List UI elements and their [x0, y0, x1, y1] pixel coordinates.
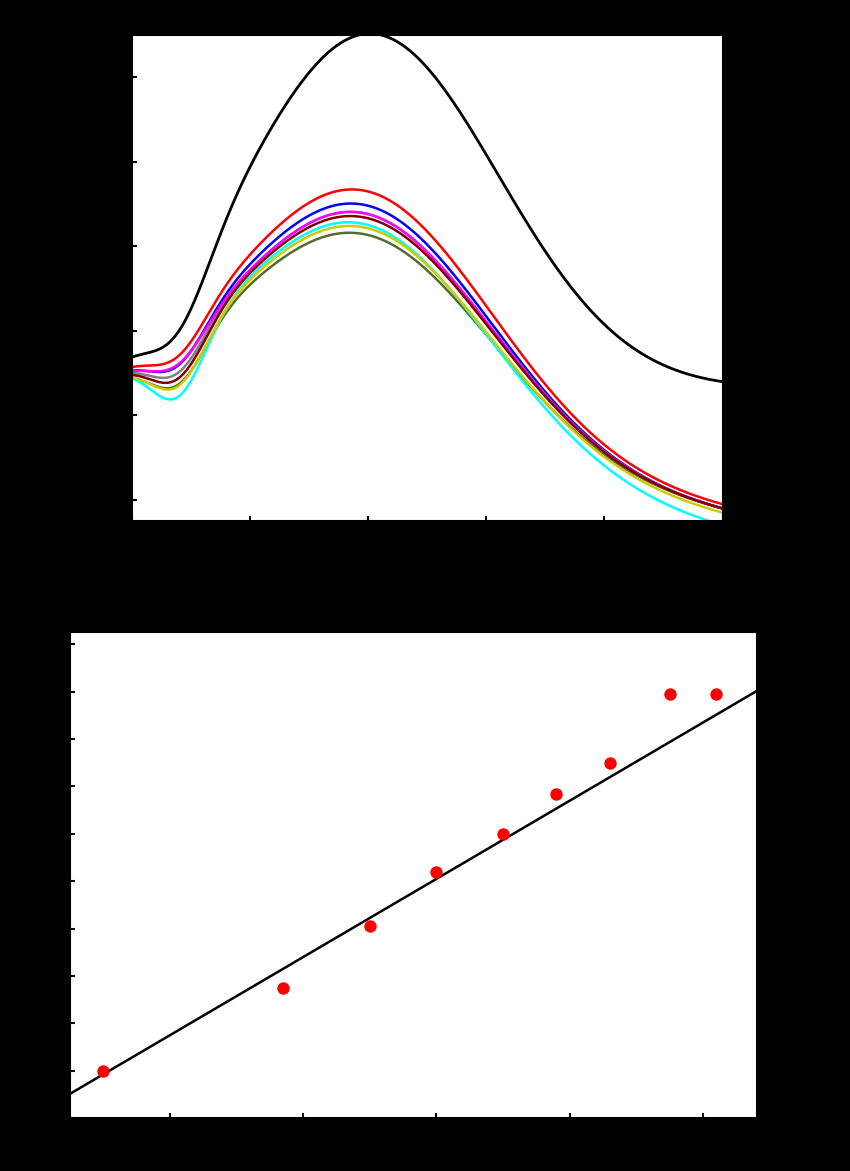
- Point: [550, 785, 564, 803]
- Point: [663, 685, 677, 704]
- Point: [363, 917, 377, 936]
- Point: [429, 862, 443, 881]
- Point: [710, 685, 723, 704]
- Point: [603, 753, 616, 772]
- X-axis label: Log[L], M: Log[L], M: [366, 1144, 461, 1162]
- Point: [276, 979, 290, 998]
- X-axis label: Wavlength, nm: Wavlength, nm: [351, 547, 503, 564]
- Point: [496, 824, 510, 843]
- Point: [96, 1062, 110, 1081]
